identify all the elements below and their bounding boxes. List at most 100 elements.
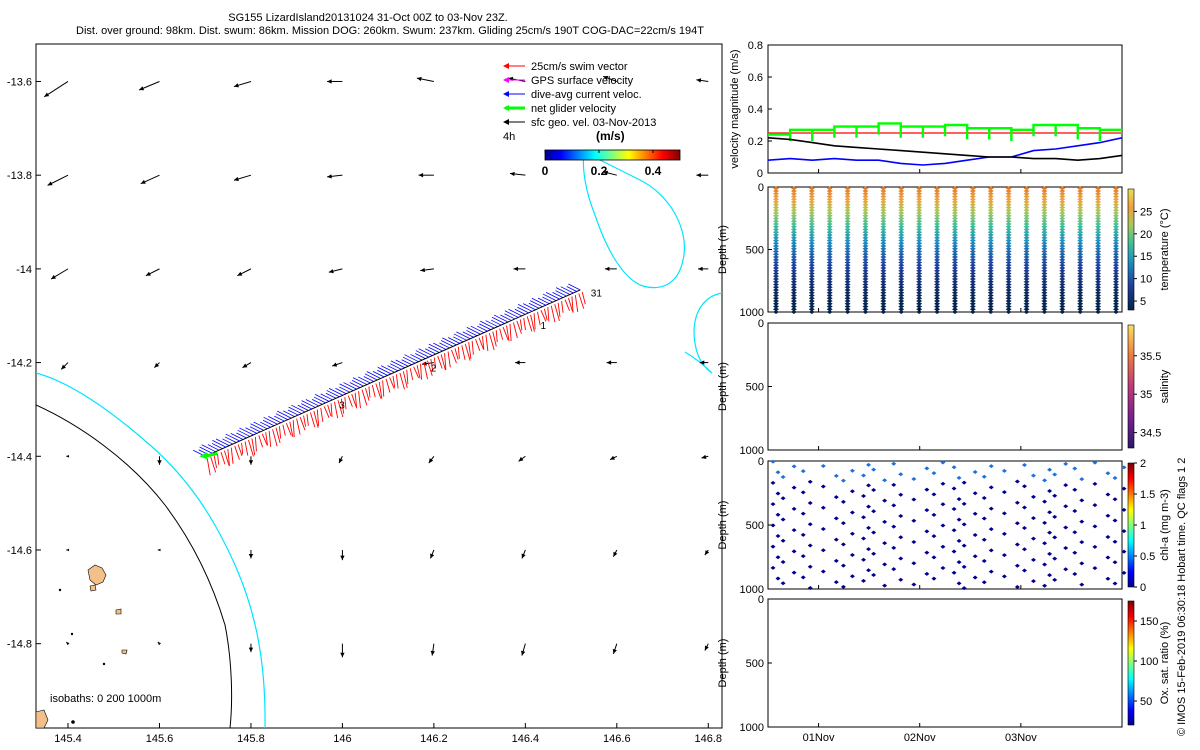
chla-sample [866,504,872,509]
temperature-sample [1059,211,1066,215]
chla-sample [800,511,806,516]
temperature-sample [898,257,905,262]
swim-vector [220,452,226,465]
chla-sample [1052,556,1058,561]
chla-sample [988,527,994,532]
map-xtick-label: 146.8 [695,733,723,745]
dac-vector [480,320,495,329]
temperature-sample [1041,194,1048,199]
temperature-sample [1059,224,1066,229]
velocity-ytick-label: 0.4 [748,104,763,116]
chla-sample [800,532,806,537]
temperature-sample [1077,241,1084,246]
temperature-sample [773,290,779,295]
temperature-sample [862,277,869,281]
temperature-sample [826,263,833,268]
chla-sample [871,467,877,472]
temperature-sample [773,304,779,309]
temperature-sample [826,266,833,270]
chla-sample [1121,465,1127,470]
dac-vector [442,337,457,346]
dac-vector [224,436,237,443]
temperature-sample [969,310,976,314]
temperature-sample [1077,277,1084,281]
temperature-sample [1041,296,1048,301]
temperature-sample [862,301,869,306]
chla-sample [961,586,967,591]
temperature-sample [880,191,887,196]
chla-sample [931,555,937,560]
chla-sample [961,501,967,506]
temperature-sample [1077,208,1084,213]
temperature-sample [826,233,833,237]
temperature-sample [1023,285,1030,290]
temperature-sample [1041,249,1048,254]
temperature-sample [1059,241,1066,246]
chla-sample [861,536,867,541]
swim-vector [451,349,457,364]
temperature-sample [934,235,941,240]
dac-vector [201,444,216,453]
temperature-sample [987,252,994,257]
chla-sample [1079,540,1085,545]
swim-vector [248,439,254,457]
temperature-sample [1005,271,1012,276]
swim-vector [330,403,333,417]
temperature-sample [916,208,923,213]
temperature-sample [987,307,994,312]
dac-vector [313,396,326,404]
temperature-sample [1095,257,1102,262]
temperature-sample [969,296,976,301]
chla-sample [866,568,872,573]
colorbar-tick-label: 50 [1140,696,1152,708]
temperature-sample [1005,288,1012,292]
temperature-sample [880,249,887,254]
temperature-sample [844,224,851,229]
chla-sample [1042,520,1048,525]
temperature-sample [862,274,869,279]
chart-subtitle: Dist. over ground: 98km. Dist. swum: 86k… [76,25,704,37]
temperature-sample [844,307,851,312]
temperature-sample [790,268,797,273]
temperature-sample [808,205,815,210]
dac-vector [568,283,581,291]
geo-velocity-arrowhead [696,78,702,83]
temperature-sample [844,194,851,199]
temperature-sample [1041,244,1048,248]
temperature-sample [844,293,851,298]
swim-vector [237,444,243,456]
temperature-sample [790,194,797,199]
temperature-sample [773,255,779,259]
temperature-sample [969,191,976,196]
temperature-sample [1077,290,1084,295]
temperature-sample [790,307,797,312]
dac-vector [263,416,278,425]
temperature-sample [826,219,833,224]
chla-sample [1042,499,1048,504]
swim-vector [371,384,376,398]
temperature-sample [1095,255,1102,259]
temperature-sample [1077,200,1084,204]
swim-vector [478,337,484,350]
temperature-sample [844,271,851,276]
temperature-sample [987,290,994,295]
temperature-sample [898,260,905,265]
colorbar-label: temperature (°C) [1159,208,1171,290]
temperature-sample [844,186,851,191]
geo-velocity-arrowhead [521,650,526,656]
temperature-sample [1095,249,1102,254]
temperature-sample [826,299,833,303]
legend-swatch-head [503,63,509,69]
chla-sample [791,549,797,554]
temperature-sample [1041,208,1048,213]
temperature-sample [898,288,905,292]
temperature-sample [1077,224,1084,229]
temperature-sample [916,279,923,284]
temperature-sample [916,277,923,281]
temperature-sample [969,205,976,210]
chla-sample [800,490,806,495]
swim-vector [382,380,385,397]
temperature-sample [898,222,905,226]
legend-label: GPS surface velocity [531,75,634,87]
temperature-sample [808,271,815,276]
